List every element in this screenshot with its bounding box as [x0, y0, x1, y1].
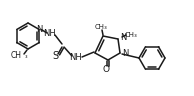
Text: NH: NH: [44, 29, 56, 38]
Text: ₃: ₃: [25, 55, 27, 60]
Text: CH₃: CH₃: [95, 24, 107, 30]
Text: O: O: [102, 65, 109, 74]
Text: N: N: [37, 24, 43, 34]
Text: CH: CH: [11, 51, 22, 60]
Text: N: N: [120, 34, 126, 43]
Text: S: S: [52, 51, 58, 61]
Text: N: N: [122, 50, 128, 58]
Text: NH: NH: [70, 53, 82, 62]
Text: CH₃: CH₃: [125, 32, 137, 38]
